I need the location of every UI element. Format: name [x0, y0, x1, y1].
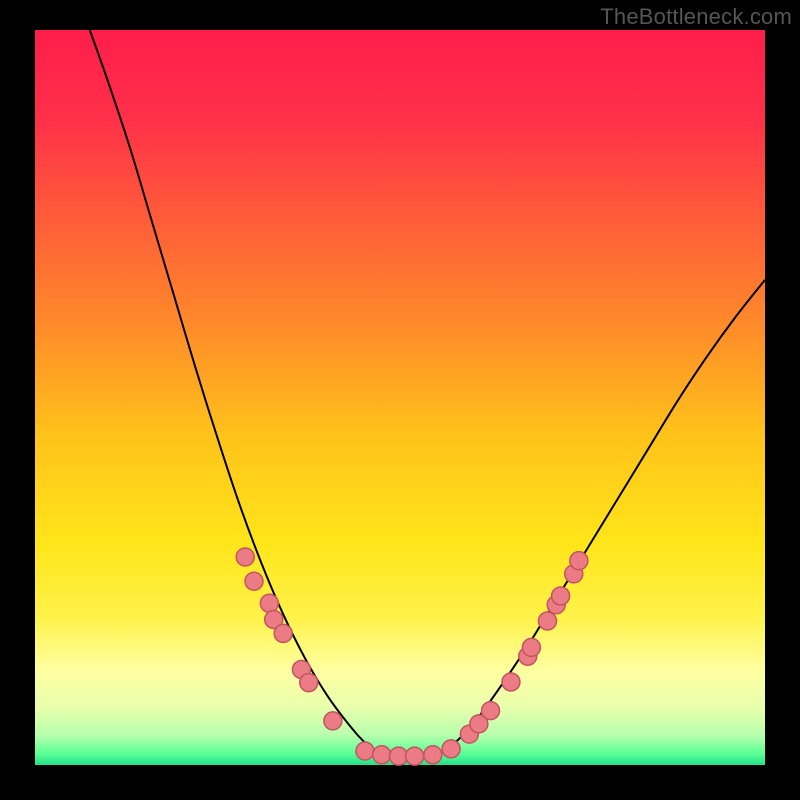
- marker-group: [236, 548, 588, 765]
- chart-overlay: [0, 0, 800, 800]
- data-marker: [522, 638, 540, 656]
- data-marker: [260, 594, 278, 612]
- data-marker: [552, 587, 570, 605]
- watermark-text: TheBottleneck.com: [600, 4, 792, 30]
- data-marker: [356, 742, 374, 760]
- data-marker: [406, 747, 424, 765]
- data-marker: [373, 746, 391, 764]
- data-marker: [390, 747, 408, 765]
- data-marker: [324, 712, 342, 730]
- data-marker: [538, 612, 556, 630]
- data-marker: [274, 624, 292, 642]
- data-marker: [482, 702, 500, 720]
- data-marker: [236, 548, 254, 566]
- curve-group: [90, 30, 765, 756]
- data-marker: [570, 552, 588, 570]
- data-marker: [502, 673, 520, 691]
- figure-root: TheBottleneck.com: [0, 0, 800, 800]
- data-marker: [300, 674, 318, 692]
- bottleneck-curve: [90, 30, 765, 756]
- data-marker: [442, 740, 460, 758]
- data-marker: [245, 572, 263, 590]
- data-marker: [424, 746, 442, 764]
